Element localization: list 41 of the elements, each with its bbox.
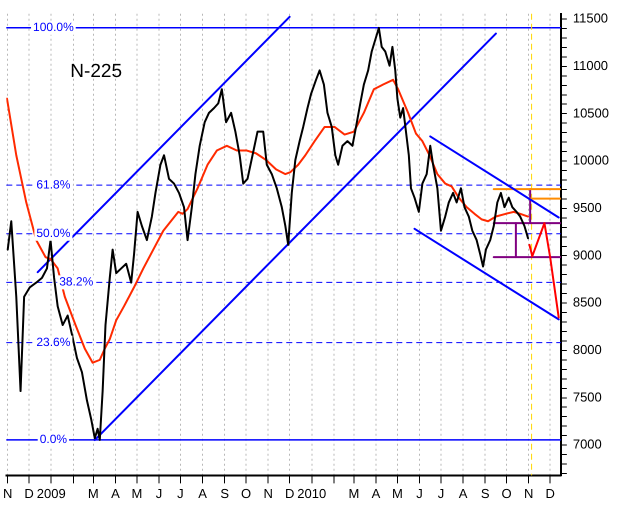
annotation: 0.0% xyxy=(40,432,68,446)
annotation: 38.2% xyxy=(59,274,94,289)
y-tick-label: 11000 xyxy=(572,58,608,73)
x-tick-label: D xyxy=(545,486,555,501)
x-tick-label: D xyxy=(24,486,34,501)
x-tick-label: J xyxy=(416,486,423,501)
x-tick-label: S xyxy=(220,486,230,501)
y-tick-label: 10500 xyxy=(572,105,610,120)
x-tick-label: M xyxy=(131,486,142,501)
x-tick-label: A xyxy=(198,486,208,501)
x-tick-label: O xyxy=(502,486,512,501)
text: N-225 xyxy=(70,61,122,82)
x-tick-label: M xyxy=(392,486,403,501)
y-tick-label: 11500 xyxy=(572,10,608,26)
y-tick-label: 10000 xyxy=(572,152,610,168)
annotation: 50.0% xyxy=(36,226,71,240)
y-tick-label: 8500 xyxy=(572,294,602,310)
x-tick-label: 2009 xyxy=(36,486,66,501)
x-tick-label: N xyxy=(3,486,12,501)
y-tick-label: 8000 xyxy=(572,342,602,357)
annotation: 23.6% xyxy=(36,334,71,349)
y-tick-label: 9000 xyxy=(572,247,602,262)
x-tick-label: M xyxy=(88,486,99,501)
x-tick-label: A xyxy=(372,486,381,501)
x-tick-label: 2010 xyxy=(297,486,326,501)
x-tick-label: J xyxy=(177,486,184,501)
annotation: 61.8% xyxy=(36,177,71,192)
annotation: 100.0% xyxy=(33,20,74,34)
x-tick-label: N xyxy=(524,486,534,501)
x-tick-label: J xyxy=(438,486,444,501)
y-tick-label: 9500 xyxy=(572,200,602,215)
x-tick-label: D xyxy=(284,486,294,501)
x-tick-label: M xyxy=(348,486,360,501)
x-tick-label: A xyxy=(458,486,468,501)
x-tick-label: N xyxy=(264,486,273,501)
x-tick-label: A xyxy=(111,486,120,501)
x-tick-label: J xyxy=(156,486,162,501)
x-tick-label: S xyxy=(480,486,490,501)
x-tick-label: O xyxy=(241,486,252,501)
y-tick-label: 7500 xyxy=(572,389,602,404)
y-tick-label: 7000 xyxy=(572,436,602,452)
